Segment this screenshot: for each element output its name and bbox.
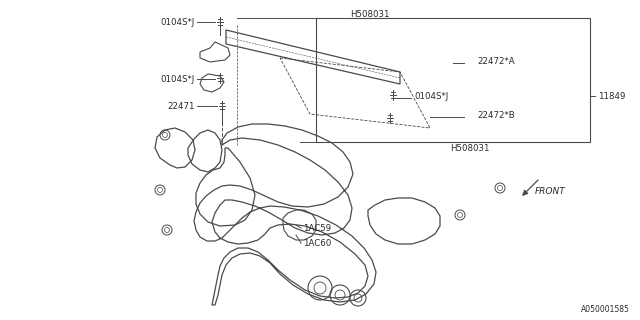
Text: 0104S*J: 0104S*J	[414, 92, 448, 100]
Text: 1AC59: 1AC59	[303, 223, 331, 233]
Text: 0104S*J: 0104S*J	[161, 18, 195, 27]
Text: 0104S*J: 0104S*J	[161, 75, 195, 84]
Text: 22472*A: 22472*A	[477, 57, 515, 66]
Text: 22472*B: 22472*B	[477, 110, 515, 119]
Text: H508031: H508031	[350, 10, 390, 19]
Text: 1AC60: 1AC60	[303, 238, 332, 247]
Text: A050001585: A050001585	[581, 306, 630, 315]
Text: 22471: 22471	[168, 101, 195, 110]
Text: FRONT: FRONT	[535, 187, 566, 196]
Text: 11849: 11849	[598, 92, 625, 100]
Text: H508031: H508031	[450, 143, 490, 153]
